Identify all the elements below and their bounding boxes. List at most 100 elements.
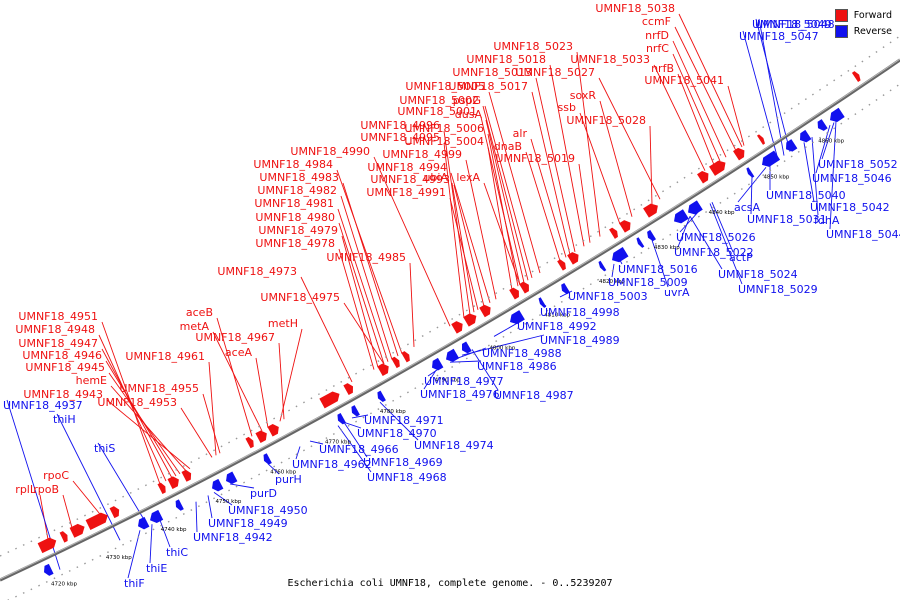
forward-gene-label-ccmf[interactable]: ccmF (642, 15, 671, 28)
reverse-gene-label-umnf18-5029[interactable]: UMNF18_5029 (738, 283, 818, 296)
reverse-gene-label-umnf18-4992[interactable]: UMNF18_4992 (517, 320, 597, 333)
forward-gene-label-soxr[interactable]: soxR (570, 89, 597, 102)
forward-gene-label-umnf18-4943[interactable]: UMNF18_4943 (23, 388, 103, 401)
reverse-gene-label-umnf18-4970[interactable]: UMNF18_4970 (357, 427, 437, 440)
reverse-gene-label-umnf18-5044[interactable]: UMNF18_5044 (826, 228, 900, 241)
forward-gene-label-pspg[interactable]: pspG (453, 94, 481, 107)
reverse-gene-label-thie[interactable]: thiE (146, 562, 167, 575)
reverse-gene-label-umnf18-4937[interactable]: UMNF18_4937 (3, 399, 83, 412)
forward-gene-label-dnab[interactable]: dnaB (494, 140, 522, 153)
forward-gene-label-umnf18-4967[interactable]: UMNF18_4967 (195, 331, 275, 344)
forward-gene-label-umnf18-4975[interactable]: UMNF18_4975 (260, 291, 340, 304)
reverse-gene-label-acsa[interactable]: acsA (734, 201, 761, 214)
forward-gene-label-dusa[interactable]: dusA (455, 108, 483, 121)
forward-gene-label-umnf18-5038[interactable]: UMNF18_5038 (595, 2, 675, 15)
reverse-gene-label-umnf18-5049[interactable]: UMNF18_5049 (752, 18, 832, 31)
reverse-gene-label-umnf18-5003[interactable]: UMNF18_5003 (568, 290, 648, 303)
forward-gene-label-umnf18-5023[interactable]: UMNF18_5023 (493, 40, 573, 53)
forward-gene-label-umnf18-5027[interactable]: UMNF18_5027 (515, 66, 595, 79)
forward-gene-label-umnf18-4993[interactable]: UMNF18_4993 (370, 173, 450, 186)
forward-gene-label-umnf18-5001[interactable]: UMNF18_5001 (397, 105, 477, 118)
forward-gene-label-umnf18-4994[interactable]: UMNF18_4994 (367, 161, 447, 174)
forward-gene-label-umnf18-4948[interactable]: UMNF18_4948 (15, 323, 95, 336)
reverse-gene-label-umnf18-4974[interactable]: UMNF18_4974 (414, 439, 494, 452)
forward-gene-label-umnf18-4996[interactable]: UMNF18_4996 (360, 119, 440, 132)
forward-gene-label-umnf18-4995[interactable]: UMNF18_4995 (360, 131, 440, 144)
reverse-gene-label-umnf18-4942[interactable]: UMNF18_4942 (193, 531, 273, 544)
forward-gene-label-umnf18-4985[interactable]: UMNF18_4985 (326, 251, 406, 264)
forward-gene-label-acea[interactable]: aceA (225, 346, 253, 359)
forward-gene-label-umnf18-4947[interactable]: UMNF18_4947 (18, 337, 98, 350)
forward-gene-label-umnf18-4999[interactable]: UMNF18_4999 (382, 148, 462, 161)
reverse-gene-label-umnf18-4998[interactable]: UMNF18_4998 (540, 306, 620, 319)
reverse-gene-label-umnf18-5009[interactable]: UMNF18_5009 (608, 276, 688, 289)
forward-gene-label-umnf18-4953[interactable]: UMNF18_4953 (97, 396, 177, 409)
forward-gene-label-umnf18-4951[interactable]: UMNF18_4951 (18, 310, 98, 323)
forward-gene-label-nrfd[interactable]: nrfD (645, 29, 669, 42)
forward-gene-label-alr[interactable]: alr (513, 127, 528, 140)
forward-gene-label-umnf18-5013[interactable]: UMNF18_5013 (452, 66, 532, 79)
reverse-gene-label-umnf18-4971[interactable]: UMNF18_4971 (364, 414, 444, 427)
reverse-gene-label-umnf18-4987[interactable]: UMNF18_4987 (494, 389, 574, 402)
forward-gene-label-nrfc[interactable]: nrfC (646, 42, 669, 55)
forward-gene-label-umnf18-4978[interactable]: UMNF18_4978 (255, 237, 335, 250)
forward-gene-label-umnf18-5002[interactable]: UMNF18_5002 (399, 94, 479, 107)
forward-gene-label-umnf18-4961[interactable]: UMNF18_4961 (125, 350, 205, 363)
forward-gene-label-meth[interactable]: metH (268, 317, 298, 330)
reverse-gene-label-umnf18-5031[interactable]: UMNF18_5031 (747, 213, 827, 226)
forward-gene-label-umnf18-5028[interactable]: UMNF18_5028 (566, 114, 646, 127)
reverse-gene-label-umnf18-5052[interactable]: UMNF18_5052 (818, 158, 898, 171)
reverse-gene-label-umnf18-5046[interactable]: UMNF18_5046 (812, 172, 892, 185)
forward-gene-label-umnf18-4955[interactable]: UMNF18_4955 (119, 382, 199, 395)
reverse-gene-label-actp[interactable]: actP (729, 251, 753, 264)
reverse-gene-label-umnf18-4962[interactable]: UMNF18_4962 (292, 458, 372, 471)
forward-gene-label-umnf18-5018[interactable]: UMNF18_5018 (466, 53, 546, 66)
forward-gene-label-umnf18-4990[interactable]: UMNF18_4990 (290, 145, 370, 158)
reverse-gene-label-umnf18-5016[interactable]: UMNF18_5016 (618, 263, 698, 276)
forward-gene-label-umnf18-4983[interactable]: UMNF18_4983 (259, 171, 339, 184)
reverse-gene-label-umnf18-4950[interactable]: UMNF18_4950 (228, 504, 308, 517)
forward-gene-label-lexa[interactable]: lexA (456, 171, 480, 184)
reverse-gene-label-umnf18-5048[interactable]: UMNF18_5048 (755, 18, 835, 31)
forward-gene-label-umnf18-5004[interactable]: UMNF18_5004 (404, 135, 484, 148)
reverse-gene-label-umnf18-5047[interactable]: UMNF18_5047 (739, 30, 819, 43)
forward-gene-label-rpll[interactable]: rplL (15, 483, 37, 496)
reverse-gene-label-this[interactable]: thiS (94, 442, 115, 455)
forward-gene-label-umnf18-5041[interactable]: UMNF18_5041 (644, 74, 724, 87)
forward-gene-label-umnf18-4991[interactable]: UMNF18_4991 (366, 186, 446, 199)
forward-gene-label-umnf18-4973[interactable]: UMNF18_4973 (217, 265, 297, 278)
reverse-gene-label-thif[interactable]: thiF (124, 577, 145, 590)
forward-gene-label-umnf18-4980[interactable]: UMNF18_4980 (255, 211, 335, 224)
reverse-gene-label-uvra[interactable]: uvrA (664, 286, 690, 299)
reverse-gene-label-umnf18-5040[interactable]: UMNF18_5040 (766, 189, 846, 202)
reverse-gene-label-umnf18-4977[interactable]: UMNF18_4977 (424, 375, 504, 388)
reverse-gene-label-fdha[interactable]: fdhA (814, 214, 840, 227)
forward-gene-label-umnf18-4981[interactable]: UMNF18_4981 (254, 197, 334, 210)
forward-gene-label-umnf18-4945[interactable]: UMNF18_4945 (25, 361, 105, 374)
reverse-gene-label-umnf18-4976[interactable]: UMNF18_4976 (420, 388, 500, 401)
forward-gene-label-umnf18-5005[interactable]: UMNF18_5005 (405, 80, 485, 93)
forward-gene-label-heme[interactable]: hemE (76, 374, 107, 387)
forward-gene-label-ubia[interactable]: ubiA (423, 171, 448, 184)
reverse-gene-label-umnf18-5026[interactable]: UMNF18_5026 (676, 231, 756, 244)
forward-gene-label-rpoc[interactable]: rpoC (43, 469, 69, 482)
forward-gene-label-umnf18-4984[interactable]: UMNF18_4984 (253, 158, 333, 171)
reverse-gene-label-umnf18-4986[interactable]: UMNF18_4986 (477, 360, 557, 373)
reverse-gene-label-umnf18-5024[interactable]: UMNF18_5024 (718, 268, 798, 281)
reverse-gene-label-thih[interactable]: thiH (53, 413, 76, 426)
forward-gene-label-rpob[interactable]: rpoB (33, 483, 59, 496)
forward-gene-label-ssb[interactable]: ssb (558, 101, 576, 114)
reverse-gene-label-umnf18-5042[interactable]: UMNF18_5042 (810, 201, 890, 214)
reverse-gene-label-purd[interactable]: purD (250, 487, 277, 500)
forward-gene-label-umnf18-5019[interactable]: UMNF18_5019 (495, 152, 575, 165)
reverse-gene-label-umnf18-4949[interactable]: UMNF18_4949 (208, 517, 288, 530)
forward-gene-label-umnf18-4982[interactable]: UMNF18_4982 (257, 184, 337, 197)
forward-gene-label-nrfb[interactable]: nrfB (651, 62, 674, 75)
reverse-gene-label-umnf18-4968[interactable]: UMNF18_4968 (367, 471, 447, 484)
forward-gene-label-umnf18-4979[interactable]: UMNF18_4979 (258, 224, 338, 237)
reverse-gene-label-umnf18-4989[interactable]: UMNF18_4989 (540, 334, 620, 347)
reverse-gene-label-purh[interactable]: purH (275, 473, 302, 486)
forward-gene-label-umnf18-5006[interactable]: UMNF18_5006 (404, 122, 484, 135)
reverse-gene-label-thic[interactable]: thiC (166, 546, 188, 559)
forward-gene-label-meta[interactable]: metA (180, 320, 210, 333)
